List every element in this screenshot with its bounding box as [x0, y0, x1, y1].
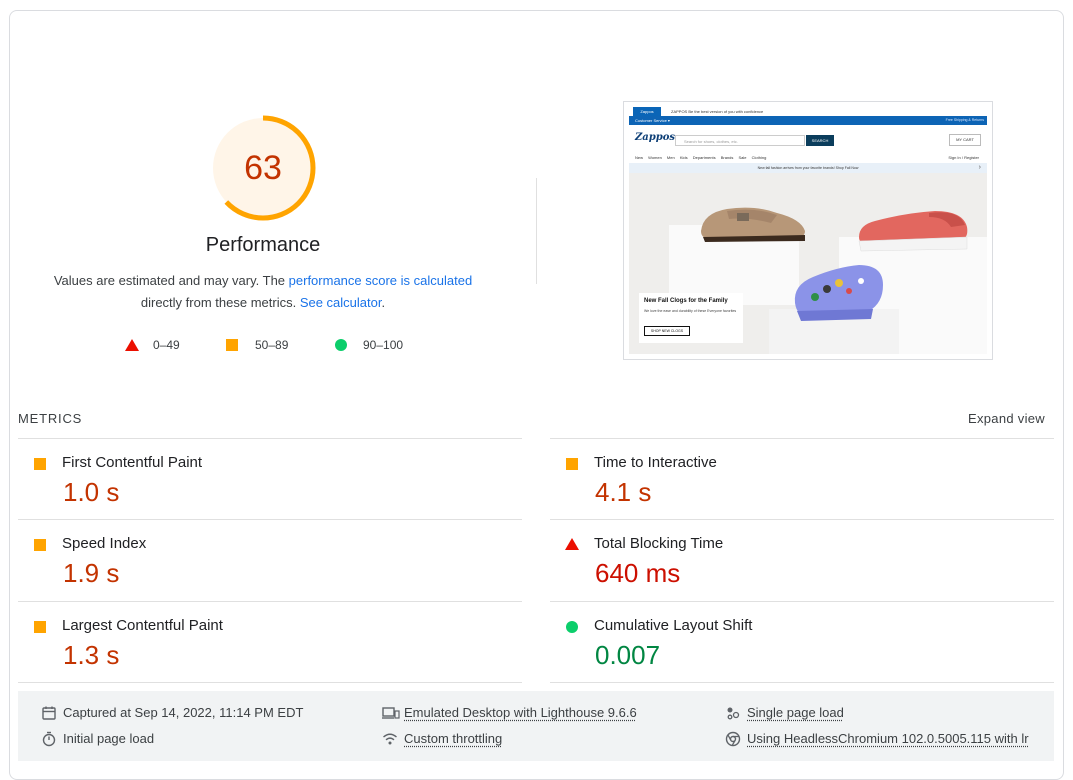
site-nav-items: New Women Men Kids Departments Brands Sa…: [635, 155, 767, 160]
metric-title: Largest Contentful Paint: [62, 617, 223, 634]
divider: [550, 682, 1054, 683]
square-icon: [34, 621, 46, 633]
site-topbar-msg: ZAPPOS Be the best version of you with c…: [671, 109, 764, 114]
score-calculated-link[interactable]: performance score is calculated: [288, 273, 473, 288]
single-page-load-label: Single page load: [747, 705, 844, 720]
metric-title: Total Blocking Time: [594, 535, 724, 552]
clog-tan-image: [701, 207, 805, 242]
screenshot-page: Zappos ZAPPOS Be the best version of you…: [629, 107, 987, 354]
square-icon: [34, 458, 46, 470]
legend-pass-range: 90–100: [363, 338, 404, 352]
captured-at-label: Captured at Sep 14, 2022, 11:14 PM EDT: [63, 705, 304, 720]
metric-value: 640 ms: [595, 558, 681, 588]
metric-cumulative-layout-shift[interactable]: Cumulative Layout Shift 0.007: [550, 603, 1030, 683]
wifi-icon: [383, 733, 397, 745]
square-icon: [566, 458, 578, 470]
metric-title: Cumulative Layout Shift: [594, 617, 753, 634]
site-search-input: Search for shoes, clothes, etc.: [675, 135, 805, 146]
clog-red-image: [858, 211, 968, 252]
site-header: Zappos Search for shoes, clothes, etc. S…: [629, 125, 987, 153]
metric-title: First Contentful Paint: [62, 454, 203, 471]
clog-purple-image: [794, 265, 883, 321]
gauge-ring: [210, 115, 316, 221]
performance-description: Values are estimated and may vary. The p…: [40, 270, 486, 314]
site-nav: New Women Men Kids Departments Brands Sa…: [629, 153, 987, 163]
metrics-heading: METRICS: [18, 411, 83, 426]
timer-icon: [42, 731, 56, 747]
legend-average-range: 50–89: [255, 338, 289, 352]
performance-score: 63: [244, 149, 282, 187]
divider: [18, 438, 522, 439]
initial-page-load-label: Initial page load: [63, 731, 155, 746]
circle-icon: [335, 339, 347, 351]
metric-value: 1.0 s: [63, 477, 120, 507]
site-logo: Zappos: [635, 132, 676, 143]
site-hero-promo: New Fall Clogs for the Family We love th…: [639, 293, 743, 343]
triangle-icon: [565, 538, 579, 550]
desc-end: .: [381, 295, 386, 310]
metric-speed-index[interactable]: Speed Index 1.9 s: [18, 521, 498, 601]
divider: [18, 682, 522, 683]
site-notice: New fall fashion arrives from your favor…: [629, 163, 987, 173]
session-icon: [727, 707, 740, 720]
site-hero: New Fall Clogs for the Family We love th…: [629, 173, 987, 354]
metric-title: Time to Interactive: [594, 454, 717, 471]
performance-gauge: 63: [208, 113, 318, 223]
square-icon: [226, 339, 238, 351]
desc-text-1: Values are estimated and may vary. The: [53, 273, 289, 288]
triangle-icon: [125, 339, 139, 351]
see-calculator-link[interactable]: See calculator: [299, 295, 382, 310]
site-hero-button: SHOP NEW CLOGS: [644, 326, 690, 336]
final-screenshot[interactable]: Zappos ZAPPOS Be the best version of you…: [623, 101, 993, 360]
browser-info-label: Using HeadlessChromium 102.0.5005.115 wi…: [747, 731, 1029, 746]
metric-title: Speed Index: [62, 535, 147, 552]
site-sign-in: Sign In / Register: [948, 155, 979, 160]
site-notice-text: New fall fashion arrives from your favor…: [757, 166, 859, 170]
metric-value: 1.3 s: [63, 640, 120, 670]
emulated-desktop-label: Emulated Desktop with Lighthouse 9.6.6: [404, 705, 637, 720]
devices-icon: [382, 707, 400, 719]
metric-value: 4.1 s: [595, 477, 652, 507]
chrome-icon: [725, 731, 741, 747]
divider: [550, 519, 1054, 520]
performance-title: Performance: [205, 234, 321, 256]
metric-first-contentful-paint[interactable]: First Contentful Paint 1.0 s: [18, 440, 498, 520]
metric-largest-contentful-paint[interactable]: Largest Contentful Paint 1.3 s: [18, 603, 498, 683]
calendar-icon: [42, 706, 56, 720]
square-icon: [34, 539, 46, 551]
divider: [550, 438, 1054, 439]
custom-throttling-label: Custom throttling: [404, 731, 503, 746]
site-hero-text: We love the ease and durability of these…: [644, 309, 737, 313]
desc-text-2: directly from these metrics.: [140, 295, 300, 310]
site-promo: Free Shipping & Returns: [945, 118, 984, 122]
circle-icon: [566, 621, 578, 633]
legend-fail-range: 0–49: [153, 338, 180, 352]
runtime-info: Captured at Sep 14, 2022, 11:14 PM EDT I…: [18, 691, 1054, 761]
site-hero-title: New Fall Clogs for the Family: [644, 298, 728, 304]
divider: [550, 601, 1054, 602]
divider: [18, 519, 522, 520]
divider: [18, 601, 522, 602]
site-cart: MY CART: [949, 134, 981, 146]
site-tab: Zappos: [633, 107, 661, 116]
chevron-right-icon: ›: [978, 164, 981, 171]
metric-total-blocking-time[interactable]: Total Blocking Time 640 ms: [550, 521, 1030, 601]
site-search-button: SEARCH: [806, 135, 834, 146]
metric-value: 1.9 s: [63, 558, 120, 588]
site-service-bar: Customer Service ▾ Free Shipping & Retur…: [629, 116, 987, 125]
site-customer-service: Customer Service ▾: [635, 118, 670, 123]
expand-view-toggle[interactable]: Expand view: [967, 411, 1045, 426]
metric-time-to-interactive[interactable]: Time to Interactive 4.1 s: [550, 440, 1030, 520]
metric-value: 0.007: [595, 640, 661, 670]
vertical-divider: [536, 178, 537, 284]
site-topbar: Zappos ZAPPOS Be the best version of you…: [629, 107, 987, 116]
